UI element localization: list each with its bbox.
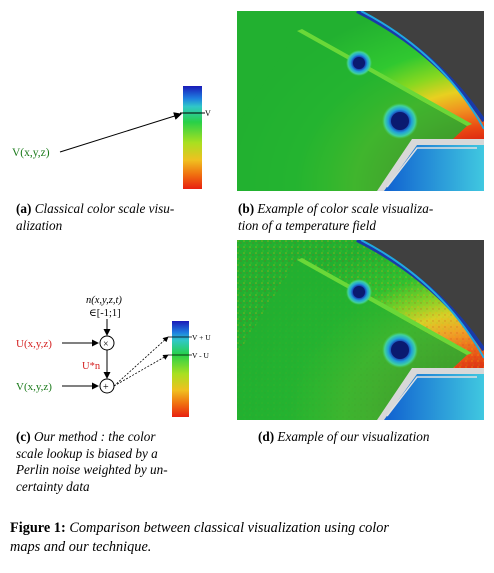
- caption-a: (a) Classical color scale visu- alizatio…: [16, 201, 231, 234]
- caption-c-line2: scale lookup is biased by a: [16, 445, 158, 461]
- caption-c-line4: certainty data: [16, 478, 90, 494]
- panel-c-diagram: n(x,y,z,t) ∈[-1;1] × U(x,y,z) U*n + V(x,…: [16, 295, 211, 417]
- scale-marker-label: V: [205, 109, 211, 118]
- caption-d: (d) Example of our visualization: [258, 429, 488, 446]
- caption-b-tag: (b): [238, 201, 255, 216]
- figure-caption-line2: maps and our technique.: [10, 539, 152, 555]
- caption-c-line1: Our method : the color: [33, 429, 156, 444]
- caption-b: (b) Example of color scale visualiza- ti…: [238, 201, 488, 234]
- panel-b-image: [237, 11, 484, 191]
- plus-symbol: +: [103, 382, 109, 393]
- caption-d-tag: (d): [258, 429, 275, 444]
- caption-d-line1: Example of our visualization: [277, 429, 430, 444]
- panel-d-image: [237, 240, 484, 420]
- panel-a-diagram: V(x,y,z) V: [12, 86, 211, 189]
- mapping-arrow: [59, 112, 182, 153]
- caption-a-line2: alization: [16, 217, 63, 233]
- noise-label: n(x,y,z,t): [86, 295, 122, 306]
- noise-range-label: ∈[-1;1]: [89, 308, 121, 319]
- caption-b-line1: Example of color scale visualiza-: [257, 201, 434, 216]
- input-value-label: V(x,y,z): [12, 147, 50, 159]
- caption-b-line2: tion of a temperature field: [238, 217, 376, 233]
- upper-marker-label: V + U: [192, 333, 211, 342]
- caption-c-line3: Perlin noise weighted by un-: [16, 462, 168, 477]
- multiply-symbol: ×: [103, 339, 109, 350]
- figure-caption-line1: Comparison between classical visualizati…: [69, 520, 389, 536]
- caption-a-tag: (a): [16, 201, 32, 216]
- product-label: U*n: [82, 361, 101, 372]
- figure-caption: Figure 1: Comparison between classical v…: [10, 519, 490, 557]
- figure-caption-label: Figure 1:: [10, 520, 66, 536]
- u-input-label: U(x,y,z): [16, 338, 52, 350]
- caption-a-line1: Classical color scale visu-: [34, 201, 175, 216]
- color-scale-bar-c: [172, 321, 189, 417]
- color-scale-bar: [183, 86, 202, 189]
- caption-c-tag: (c): [16, 429, 31, 444]
- caption-c: (c) Our method : the color scale lookup …: [16, 429, 231, 495]
- lower-marker-label: V - U: [192, 351, 210, 360]
- v-input-label: V(x,y,z): [16, 381, 52, 393]
